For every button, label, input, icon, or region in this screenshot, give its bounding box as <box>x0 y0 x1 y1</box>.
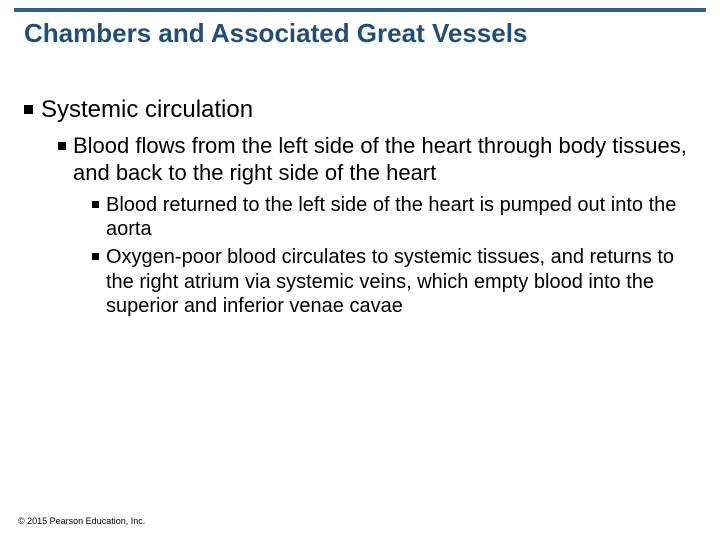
slide: Chambers and Associated Great Vessels Sy… <box>0 0 720 540</box>
bullet-marker-icon <box>92 201 99 208</box>
bullet-text: Systemic circulation <box>41 95 253 125</box>
slide-title: Chambers and Associated Great Vessels <box>24 18 527 49</box>
bullet-text: Oxygen-poor blood circulates to systemic… <box>106 245 696 318</box>
bullet-text: Blood returned to the left side of the h… <box>106 193 696 242</box>
bullet-level3: Blood returned to the left side of the h… <box>92 193 696 242</box>
copyright-text: © 2015 Pearson Education, Inc. <box>18 516 145 526</box>
bullet-marker-icon <box>58 142 66 150</box>
bullet-level3: Oxygen-poor blood circulates to systemic… <box>92 245 696 318</box>
content-area: Systemic circulation Blood flows from th… <box>24 95 696 323</box>
bullet-marker-icon <box>24 105 33 114</box>
top-rule <box>14 8 706 12</box>
bullet-level2: Blood flows from the left side of the he… <box>58 133 696 187</box>
bullet-marker-icon <box>92 253 99 260</box>
bullet-level1: Systemic circulation <box>24 95 696 125</box>
bullet-text: Blood flows from the left side of the he… <box>73 133 696 187</box>
